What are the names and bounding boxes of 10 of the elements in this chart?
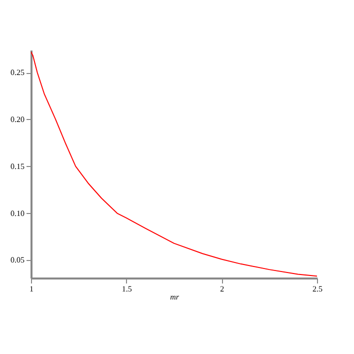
x-axis-title: mr: [170, 292, 180, 302]
y-tick-label: 0.20: [10, 114, 24, 124]
y-tick-label: 0.10: [10, 208, 24, 218]
x-tick-label: 1.5: [122, 284, 132, 294]
x-tick-label: 1: [30, 284, 34, 294]
y-tick-label: 0.15: [10, 162, 24, 171]
x-tick-label: 2: [220, 284, 224, 294]
y-tick-label: 0.05: [10, 256, 24, 265]
x-tick-label: 2.5: [312, 284, 322, 294]
y-tick-label: 0.25: [10, 68, 24, 78]
